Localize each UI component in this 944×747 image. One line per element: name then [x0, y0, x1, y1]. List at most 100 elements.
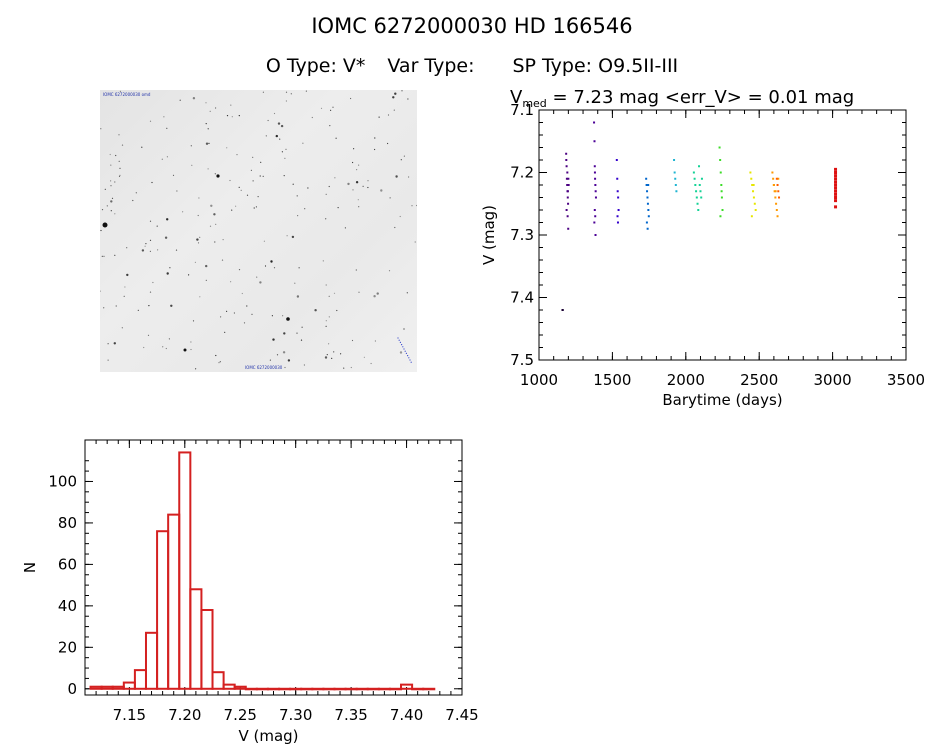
star — [400, 159, 402, 161]
data-point — [593, 121, 596, 124]
series-t2610 — [771, 171, 780, 218]
data-point — [567, 227, 570, 230]
star — [195, 368, 197, 370]
data-point — [834, 192, 838, 196]
star — [164, 236, 168, 239]
star — [325, 320, 327, 322]
star — [287, 359, 291, 362]
data-point — [700, 196, 703, 199]
star — [241, 292, 243, 295]
data-point — [647, 209, 650, 211]
histogram-bar — [411, 687, 425, 691]
star — [224, 331, 226, 333]
star — [229, 179, 231, 182]
data-point — [749, 171, 752, 174]
data-point — [561, 309, 564, 311]
star — [301, 326, 303, 328]
data-point — [778, 196, 781, 199]
data-point — [751, 184, 754, 186]
star — [334, 177, 336, 179]
star — [262, 91, 264, 93]
star — [402, 346, 404, 348]
star — [101, 209, 104, 211]
star — [257, 196, 259, 198]
star — [214, 241, 216, 243]
star — [265, 135, 267, 137]
histogram-bar — [111, 685, 125, 690]
vmed-value: = 7.23 mag <err_V> = 0.01 mag — [546, 87, 855, 108]
star — [374, 148, 376, 151]
star — [176, 190, 178, 192]
y-tick-label: 7.2 — [510, 164, 534, 182]
star — [331, 357, 333, 359]
star — [401, 90, 403, 92]
x-tick-label: 2500 — [740, 371, 778, 389]
star — [311, 116, 313, 119]
data-point — [566, 190, 569, 193]
star — [143, 346, 145, 349]
star — [219, 361, 221, 363]
star — [320, 107, 323, 109]
star — [403, 348, 405, 350]
star — [111, 197, 114, 199]
star — [275, 134, 278, 138]
star — [399, 341, 401, 343]
histogram-bars — [89, 451, 436, 691]
data-point — [777, 190, 780, 193]
hist-y-tick-label: 40 — [58, 597, 77, 615]
star — [110, 210, 112, 212]
star — [296, 295, 300, 298]
light-curve-axes: 1000 1500 2000 2500 3000 35007.17.27.37.47.5B… — [480, 101, 925, 409]
histogram-bar — [178, 451, 192, 690]
star — [179, 99, 181, 101]
star — [121, 327, 123, 329]
histogram-bar — [300, 687, 314, 691]
star — [144, 245, 146, 247]
star — [277, 122, 281, 125]
histogram-bar — [156, 530, 170, 690]
star — [291, 235, 295, 239]
star — [296, 195, 298, 197]
series-t2630 — [775, 177, 781, 199]
star — [374, 340, 376, 342]
star — [401, 344, 403, 346]
star — [252, 156, 254, 158]
sky-image-bottom-label: IOMC 6272000030 — [245, 365, 283, 370]
star — [362, 185, 364, 187]
star — [263, 240, 265, 242]
star — [286, 235, 288, 237]
star — [357, 199, 359, 201]
data-point — [834, 177, 838, 181]
data-point — [699, 190, 702, 193]
star — [156, 225, 158, 227]
star — [393, 109, 395, 111]
star — [273, 112, 276, 115]
star — [325, 193, 327, 195]
star — [403, 328, 405, 330]
star — [405, 352, 407, 354]
star — [214, 173, 216, 175]
data-point — [616, 215, 619, 218]
star — [373, 295, 376, 298]
star — [113, 342, 116, 345]
star — [271, 315, 273, 317]
star — [240, 189, 242, 191]
star — [282, 315, 284, 317]
star — [344, 227, 346, 229]
star — [282, 351, 286, 354]
star — [325, 218, 327, 220]
star — [210, 204, 213, 207]
star — [175, 249, 178, 251]
x-tick-label: 3000 — [814, 371, 852, 389]
histogram-bar — [266, 687, 281, 691]
star — [404, 350, 406, 352]
histogram-bar — [422, 687, 436, 691]
star — [106, 205, 108, 207]
data-point — [834, 199, 838, 203]
star — [408, 357, 410, 359]
star — [104, 188, 106, 190]
series-t1740 — [645, 177, 650, 230]
star — [199, 296, 201, 298]
star — [409, 359, 411, 361]
star — [397, 337, 399, 339]
